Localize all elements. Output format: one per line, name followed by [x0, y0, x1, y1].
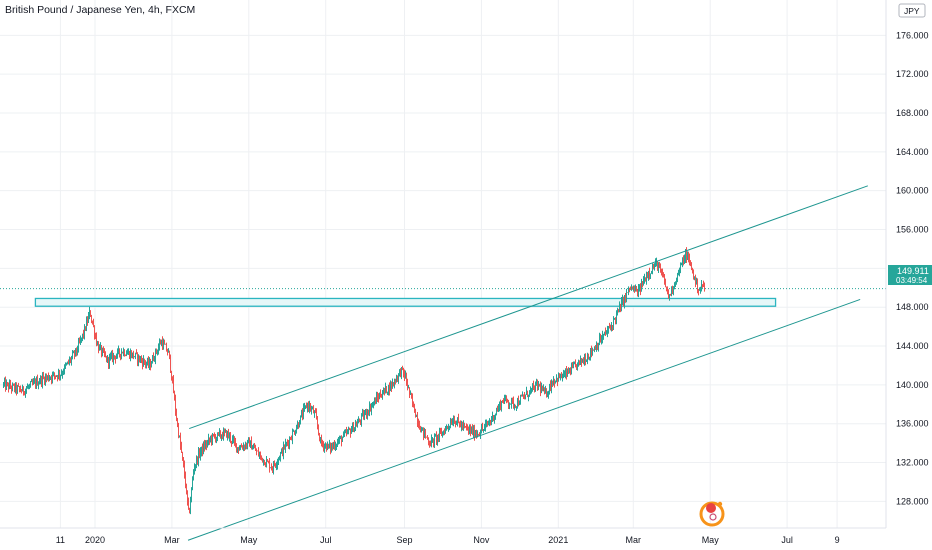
y-tick-label: 160.000 [896, 186, 929, 196]
logo-accent [717, 501, 723, 507]
tradingview-logo-icon [699, 501, 725, 527]
x-tick-label: May [240, 535, 258, 545]
x-tick-label: Jul [320, 535, 332, 545]
x-tick-label: Mar [164, 535, 180, 545]
y-tick-label: 156.000 [896, 225, 929, 235]
y-tick-label: 136.000 [896, 419, 929, 429]
last-price-tag: 149.911 03:49:54 [888, 265, 932, 285]
drawings-layer[interactable] [187, 185, 869, 541]
x-tick-label: Nov [473, 535, 490, 545]
y-tick-label: 172.000 [896, 69, 929, 79]
channel-upper-line[interactable] [189, 185, 869, 430]
x-tick-label: 2020 [85, 535, 105, 545]
logo-ring-outer [699, 501, 725, 527]
x-tick-label: Mar [626, 535, 642, 545]
logo-ring-inner [706, 503, 716, 513]
resistance-zone-rect[interactable] [34, 297, 777, 307]
y-tick-label: 132.000 [896, 458, 929, 468]
time-axis[interactable]: 11 2020 Mar May Jul Sep Nov 2021 Mar May Jul 9 [56, 535, 840, 545]
x-tick-label: 2021 [548, 535, 568, 545]
currency-badge-label: JPY [904, 6, 920, 16]
y-tick-label: 148.000 [896, 302, 929, 312]
x-tick-label: 11 [56, 535, 65, 545]
logo-dot [709, 513, 717, 521]
grid-layer [0, 0, 886, 528]
channel-lower-line[interactable] [187, 298, 861, 541]
last-price-value: 149.911 [897, 266, 929, 276]
x-tick-label: 9 [835, 535, 840, 545]
y-tick-label: 140.000 [896, 380, 929, 390]
symbol-title[interactable]: British Pound / Japanese Yen, 4h, FXCM [5, 4, 195, 16]
candles-layer [3, 247, 705, 515]
zone-layer[interactable] [34, 297, 777, 307]
y-tick-label: 168.000 [896, 108, 929, 118]
y-tick-label: 144.000 [896, 341, 929, 351]
y-tick-label: 128.000 [896, 496, 929, 506]
x-tick-label: Jul [781, 535, 793, 545]
currency-badge[interactable]: JPY [898, 3, 926, 18]
y-tick-label: 176.000 [896, 30, 929, 40]
x-tick-label: May [702, 535, 720, 545]
last-price-tag-bg [888, 265, 932, 285]
x-tick-label: Sep [397, 535, 413, 545]
y-tick-label: 164.000 [896, 147, 929, 157]
bar-countdown: 03:49:54 [896, 276, 928, 285]
currency-badge-bg [898, 3, 926, 18]
